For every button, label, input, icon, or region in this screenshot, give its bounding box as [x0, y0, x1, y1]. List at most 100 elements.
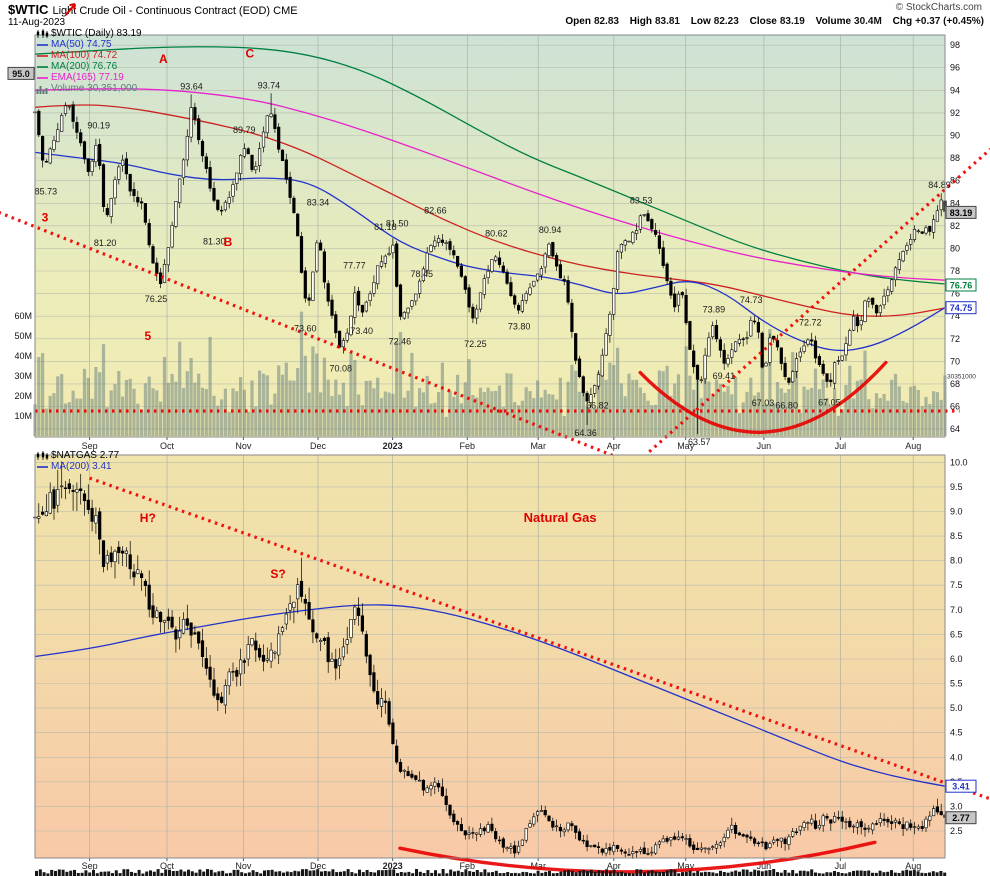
close-label: Close [749, 16, 777, 27]
svg-text:82.66: 82.66 [424, 205, 447, 215]
svg-text:83.53: 83.53 [630, 196, 653, 206]
candlestick-icon [36, 28, 51, 39]
svg-text:Apr: Apr [607, 861, 621, 871]
svg-text:86: 86 [950, 176, 960, 186]
low-label: Low [690, 16, 711, 27]
axis-price-label: 2.77 [945, 811, 977, 825]
svg-text:81.50: 81.50 [386, 219, 409, 229]
red-dotted-trendline [648, 147, 990, 453]
svg-text:Jul: Jul [835, 861, 847, 871]
svg-text:8.0: 8.0 [950, 556, 963, 566]
svg-text:94: 94 [950, 85, 960, 95]
svg-text:88: 88 [950, 153, 960, 163]
legend-item: Volume 30,351,000 [36, 83, 142, 94]
svg-text:9.5: 9.5 [950, 482, 963, 492]
red-arrow-annotation-icon [62, 0, 80, 22]
legend-item: MA(200) 76.76 [36, 61, 142, 72]
volume-label: Volume [815, 16, 852, 27]
axis-price-label: 83.19 [945, 205, 977, 219]
svg-text:Mar: Mar [530, 861, 546, 871]
svg-text:81.20: 81.20 [94, 238, 117, 248]
svg-text:Dec: Dec [310, 441, 327, 451]
svg-text:81.30: 81.30 [203, 237, 226, 247]
svg-text:10M: 10M [14, 411, 32, 421]
svg-text:3.41: 3.41 [952, 782, 970, 792]
gridlines [35, 455, 945, 858]
svg-text:69.41: 69.41 [713, 371, 736, 381]
line-icon [36, 62, 51, 72]
svg-text:89.79: 89.79 [233, 125, 256, 135]
svg-text:98: 98 [950, 40, 960, 50]
legend-label: EMA(165) 77.19 [51, 72, 124, 83]
svg-text:20M: 20M [14, 391, 32, 401]
svg-text:83.19: 83.19 [950, 208, 973, 218]
svg-text:3.0: 3.0 [950, 801, 963, 811]
svg-text:73.89: 73.89 [703, 304, 726, 314]
line-icon [36, 462, 51, 472]
svg-text:80.94: 80.94 [539, 225, 562, 235]
svg-text:2023: 2023 [383, 441, 403, 451]
svg-text:H?: H? [140, 511, 156, 525]
svg-text:68: 68 [950, 379, 960, 389]
legend-label: Volume 30,351,000 [51, 83, 138, 94]
svg-text:84: 84 [950, 198, 960, 208]
wtic-legend: $WTIC (Daily) 83.19 MA(50) 74.75 MA(100) 7… [36, 28, 142, 94]
svg-text:74.73: 74.73 [740, 295, 763, 305]
svg-text:93.64: 93.64 [180, 81, 203, 91]
svg-text:60M: 60M [14, 311, 32, 321]
svg-text:Feb: Feb [460, 441, 476, 451]
svg-text:76.76: 76.76 [950, 281, 973, 291]
svg-text:Jun: Jun [757, 441, 772, 451]
svg-text:5: 5 [144, 329, 151, 343]
red-curve-annotation [638, 360, 888, 434]
svg-text:Aug: Aug [905, 861, 921, 871]
quote-bar: Open 82.83 High 83.81 Low 82.23 Close 83.19 … [557, 16, 984, 27]
axis-price-label: 3.41 [945, 779, 977, 793]
svg-text:C: C [245, 47, 254, 61]
svg-text:76.25: 76.25 [145, 294, 168, 304]
cropped-volume-strip [35, 869, 947, 876]
red-dotted-trendline [89, 476, 990, 801]
svg-text:72.46: 72.46 [389, 337, 412, 347]
svg-text:7.5: 7.5 [950, 580, 963, 590]
svg-text:70.08: 70.08 [330, 363, 353, 373]
volume-value: 30.4M [854, 16, 882, 27]
candlestick-series [33, 461, 947, 859]
chg-value: +0.37 (+0.45%) [915, 16, 984, 27]
svg-text:82: 82 [950, 221, 960, 231]
svg-text:8.5: 8.5 [950, 531, 963, 541]
svg-text:72: 72 [950, 334, 960, 344]
plot-border [34, 454, 946, 859]
legend-item: EMA(165) 77.19 [36, 72, 142, 83]
svg-text:50M: 50M [14, 331, 32, 341]
svg-text:96: 96 [950, 63, 960, 73]
svg-text:72.25: 72.25 [464, 339, 487, 349]
svg-text:77.77: 77.77 [343, 261, 366, 271]
wtic-chart: 98 96 94 92 90 88 86 84 82 80 78 76 74 72 70 68 66 64 Sep O… [0, 34, 990, 459]
svg-text:2.5: 2.5 [950, 826, 963, 836]
svg-text:4.5: 4.5 [950, 728, 963, 738]
svg-text:67.03: 67.03 [752, 398, 775, 408]
natgas-legend: $NATGAS 2.77 MA(200) 3.41 [36, 450, 119, 472]
svg-text:Nov: Nov [235, 441, 252, 451]
svg-text:40M: 40M [14, 351, 32, 361]
open-value: 82.83 [593, 16, 619, 27]
svg-text:92: 92 [950, 108, 960, 118]
line-icon [36, 73, 51, 83]
svg-text:Apr: Apr [607, 441, 621, 451]
legend-item: $WTIC (Daily) 83.19 [36, 28, 142, 39]
legend-label: MA(50) 74.75 [51, 39, 112, 50]
svg-text:Oct: Oct [160, 861, 175, 871]
natgas-chart: 10.0 9.5 9.0 8.5 8.0 7.5 7.0 6.5 6.0 5.5 5.0 4.5 4.0… [33, 454, 990, 874]
candlestick-series [33, 93, 947, 434]
line-icon [36, 51, 51, 61]
svg-text:4.0: 4.0 [950, 752, 963, 762]
svg-text:Nov: Nov [235, 861, 252, 871]
ma-line-EMA(165) [34, 88, 946, 281]
svg-text:Mar: Mar [530, 441, 546, 451]
svg-text:30351000: 30351000 [947, 373, 976, 380]
svg-text:Jul: Jul [835, 441, 847, 451]
svg-text:2023: 2023 [383, 861, 403, 871]
svg-text:6.0: 6.0 [950, 654, 963, 664]
